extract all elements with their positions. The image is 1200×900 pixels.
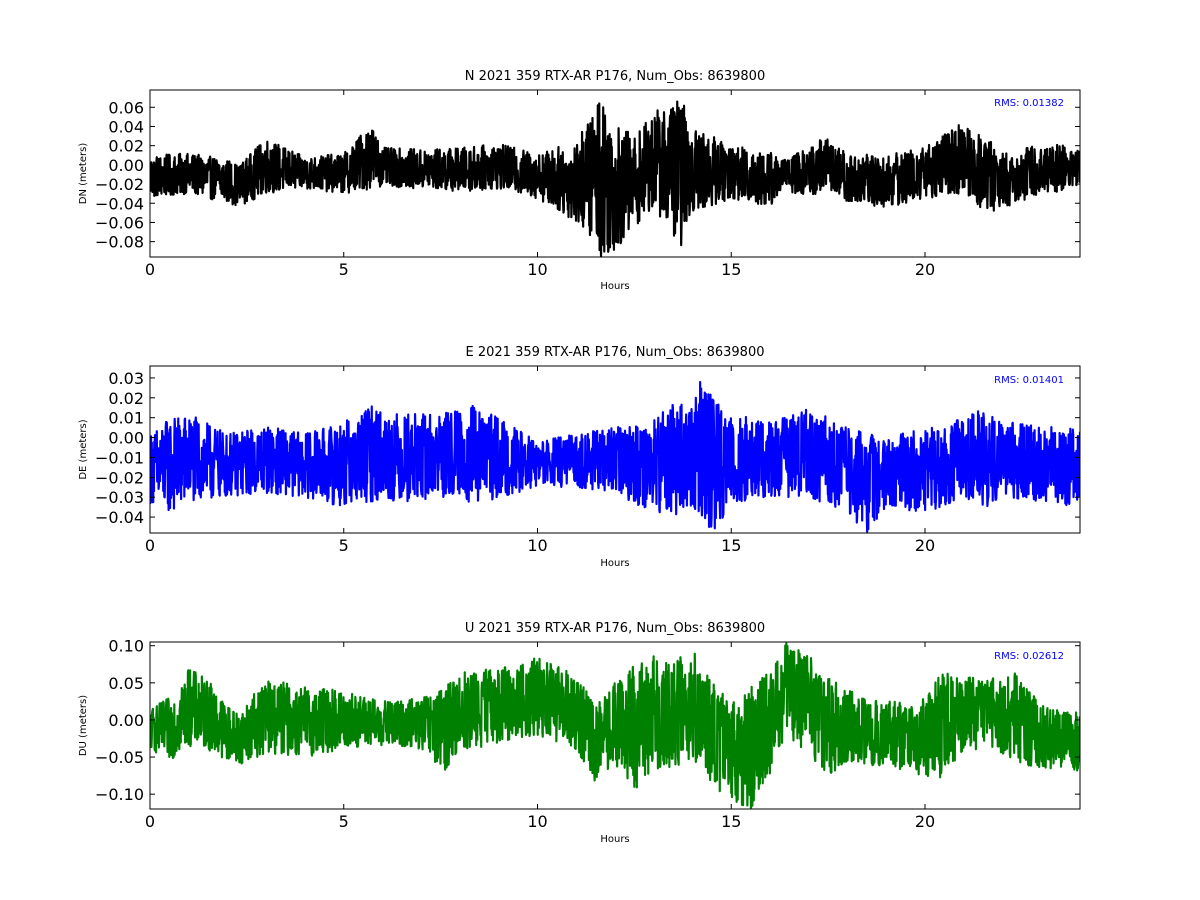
panel-east-ytick-label: 0.00 xyxy=(108,429,144,448)
panel-east-series-line xyxy=(150,380,1080,533)
panel-north: N 2021 359 RTX-AR P176, Num_Obs: 8639800… xyxy=(78,69,1081,292)
panel-north-title: N 2021 359 RTX-AR P176, Num_Obs: 8639800 xyxy=(465,69,765,84)
panel-up-xlabel: Hours xyxy=(600,834,629,845)
panel-up-ylabel: DU (meters) xyxy=(78,695,89,756)
panel-up-xtick-label: 10 xyxy=(527,812,547,831)
panel-up-xtick-label: 20 xyxy=(915,812,935,831)
panel-up-axes-frame xyxy=(149,641,1081,810)
panel-up-ytick-label: 0.10 xyxy=(108,637,144,656)
panel-north-ytick-label: 0.04 xyxy=(108,117,144,136)
panel-up-ytick-label: 0.05 xyxy=(108,674,144,693)
panel-north-xtick-label: 5 xyxy=(339,260,349,279)
panel-up-series-line xyxy=(150,642,1080,809)
panel-east-rms-annotation: RMS: 0.01401 xyxy=(994,375,1064,386)
panel-up-yticks: −0.10 −0.05 0.00 0.05 0.10 xyxy=(95,637,1080,804)
panel-up-ytick-label: −0.05 xyxy=(95,748,144,767)
panel-east-ylabel: DE (meters) xyxy=(78,419,89,479)
panel-east-ytick-label: 0.03 xyxy=(108,369,144,388)
panel-north-xtick-label: 15 xyxy=(721,260,741,279)
panel-up: U 2021 359 RTX-AR P176, Num_Obs: 8639800… xyxy=(78,621,1081,845)
panel-up-xtick-label: 5 xyxy=(339,812,349,831)
panel-north-ylabel: DN (meters) xyxy=(78,143,89,205)
panel-east-yticks: −0.04−0.03−0.02−0.010.000.010.020.03 xyxy=(95,369,1080,527)
panel-north-yticks: −0.08−0.06−0.04−0.020.000.020.040.06 xyxy=(95,98,1080,252)
panel-east-xtick-label: 0 xyxy=(145,536,155,555)
panel-up-series xyxy=(150,642,1080,809)
panel-east-xtick-label: 20 xyxy=(915,536,935,555)
panel-east-xtick-label: 10 xyxy=(527,536,547,555)
panel-east-xtick-label: 5 xyxy=(339,536,349,555)
panel-east-ytick-label: 0.01 xyxy=(108,409,144,428)
panel-north-xtick-label: 20 xyxy=(915,260,935,279)
panel-north-xtick-label: 10 xyxy=(527,260,547,279)
panel-up-ytick-label: 0.00 xyxy=(108,711,144,730)
panel-north-series xyxy=(150,100,1080,257)
panel-north-ytick-label: 0.02 xyxy=(108,137,144,156)
panel-east-xticks: 0 5 10 15 20 xyxy=(145,366,935,555)
panel-north-ytick-label: 0.00 xyxy=(108,156,144,175)
panel-up-title: U 2021 359 RTX-AR P176, Num_Obs: 8639800 xyxy=(465,621,765,636)
panel-east-ytick-label: −0.01 xyxy=(95,448,144,467)
panel-north-ytick-label: −0.02 xyxy=(95,175,144,194)
panel-east-ytick-label: −0.04 xyxy=(95,508,144,527)
panel-north-ytick-label: 0.06 xyxy=(108,98,144,117)
panel-north-series-line xyxy=(150,100,1080,257)
panel-north-ytick-label: −0.08 xyxy=(95,233,144,252)
panel-north-xtick-label: 0 xyxy=(145,260,155,279)
panel-up-xticks: 0 5 10 15 20 xyxy=(145,642,935,831)
panel-east-xtick-label: 15 xyxy=(721,536,741,555)
panel-east-title: E 2021 359 RTX-AR P176, Num_Obs: 8639800 xyxy=(466,345,765,360)
panel-up-rms-annotation: RMS: 0.02612 xyxy=(994,651,1064,662)
panel-north-xticks: 0 5 10 15 20 xyxy=(145,90,935,279)
panel-east-xlabel: Hours xyxy=(600,558,629,569)
panel-north-axes-frame xyxy=(149,89,1081,258)
panel-east-ytick-label: −0.02 xyxy=(95,468,144,487)
panel-east: E 2021 359 RTX-AR P176, Num_Obs: 8639800… xyxy=(78,345,1081,569)
panel-north-rms-annotation: RMS: 0.01382 xyxy=(994,98,1064,109)
panel-up-xtick-label: 15 xyxy=(721,812,741,831)
panel-north-ytick-label: −0.04 xyxy=(95,194,144,213)
panel-east-series xyxy=(150,380,1080,533)
panel-up-ytick-label: −0.10 xyxy=(95,785,144,804)
panel-east-axes-frame xyxy=(149,365,1081,534)
panel-up-xtick-label: 0 xyxy=(145,812,155,831)
panel-north-ytick-label: −0.06 xyxy=(95,213,144,232)
panel-east-ytick-label: −0.03 xyxy=(95,488,144,507)
panel-north-xlabel: Hours xyxy=(600,281,629,292)
panel-east-ytick-label: 0.02 xyxy=(108,389,144,408)
